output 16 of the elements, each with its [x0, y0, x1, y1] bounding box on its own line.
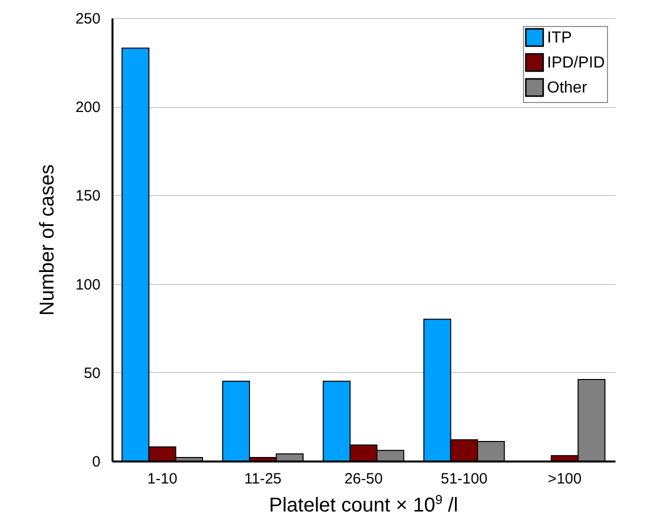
y-tick-label: 0: [92, 454, 100, 470]
x-tick-label: 1-10: [147, 470, 178, 488]
y-tick-label: 50: [84, 364, 100, 382]
legend-label: ITP: [547, 30, 572, 46]
x-tick-label: 26-50: [344, 470, 383, 488]
x-tick-label: >100: [548, 470, 582, 488]
legend-label: Other: [547, 80, 588, 96]
y-tick-label: 250: [75, 10, 100, 28]
y-tick-label: 150: [75, 188, 100, 205]
y-axis-title: Number of cases: [36, 164, 58, 316]
legend-label: IPD/PID: [547, 54, 605, 72]
y-tick-label: 200: [75, 99, 100, 116]
x-tick-label: 51-100: [440, 470, 488, 488]
x-tick-label: 11-25: [244, 470, 282, 488]
y-tick-label: 100: [75, 276, 100, 294]
x-axis-title: Platelet count × 10$^{9}$ /l: [268, 492, 460, 518]
